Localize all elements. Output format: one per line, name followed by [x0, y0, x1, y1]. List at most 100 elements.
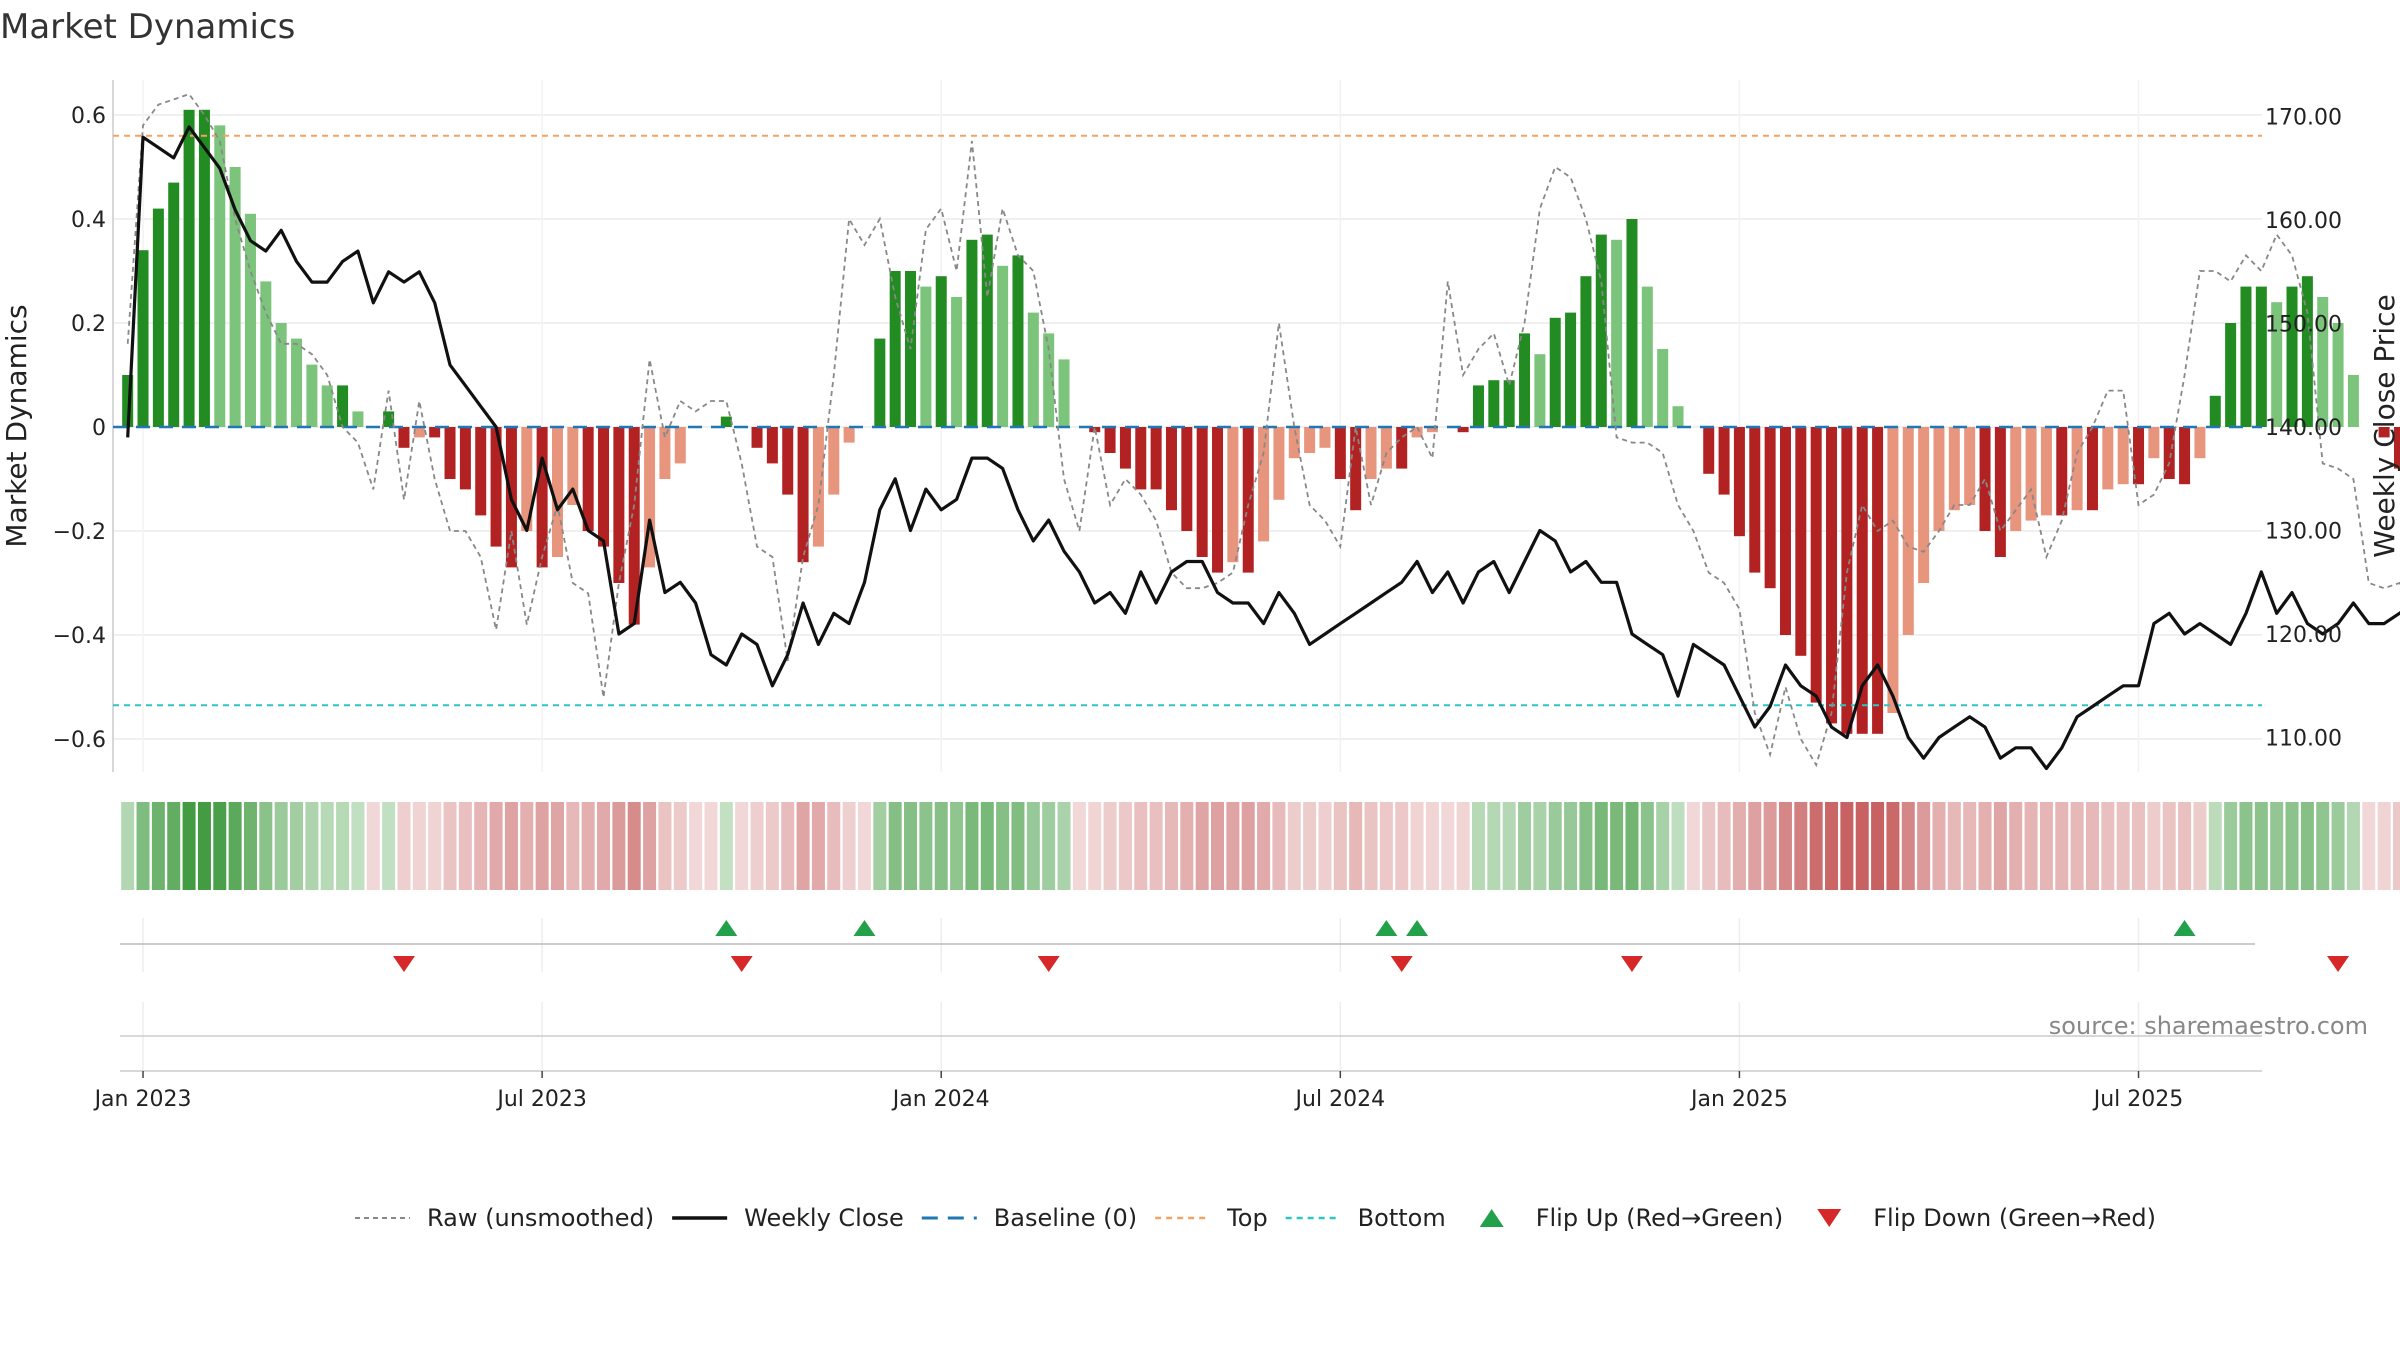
dynamics-bar	[337, 385, 349, 427]
heat-cell	[2009, 802, 2023, 890]
heat-cell	[1533, 802, 1547, 890]
heat-cell	[1993, 802, 2007, 890]
dynamics-bar	[1472, 385, 1484, 427]
heat-cell	[1978, 802, 1992, 890]
heat-cell	[919, 802, 933, 890]
heat-cell	[566, 802, 580, 890]
heat-cell	[612, 802, 626, 890]
dynamics-bar	[291, 338, 303, 427]
dynamics-bar	[2010, 427, 2022, 531]
dynamics-bar	[1948, 427, 1960, 511]
heat-cell	[412, 802, 426, 890]
heat-cell	[151, 802, 165, 890]
heat-cell	[1211, 802, 1225, 890]
heat-cell	[1809, 802, 1823, 890]
heat-cell	[2239, 802, 2253, 890]
left-axis-label: Market Dynamics	[0, 304, 33, 547]
dynamics-bar	[1411, 427, 1423, 438]
dynamics-bar	[444, 427, 456, 479]
dynamics-bar	[797, 427, 809, 563]
dynamics-bar	[1150, 427, 1162, 490]
dynamics-bar	[1304, 427, 1316, 453]
flip-down-marker	[1037, 956, 1060, 972]
dynamics-bar	[1396, 427, 1408, 469]
dynamics-bar	[521, 427, 533, 531]
dynamics-bar	[398, 427, 410, 448]
dynamics-bar	[2148, 427, 2160, 459]
dynamics-bar	[2194, 427, 2206, 459]
flip-up-marker	[853, 920, 876, 936]
chart-title: Market Dynamics	[0, 7, 295, 47]
dynamics-bar	[782, 427, 794, 495]
dynamics-bar	[1933, 427, 1945, 531]
flip-up-marker	[2173, 920, 2196, 936]
dynamics-bar	[352, 411, 364, 427]
heat-cell	[2300, 802, 2314, 890]
dynamics-bar	[2163, 427, 2175, 479]
dynamics-bar	[920, 286, 932, 427]
dynamics-bar	[2332, 323, 2344, 427]
date-tick-label: Jan 2024	[891, 1087, 990, 1112]
dynamics-bar	[2071, 427, 2083, 511]
heat-cell	[2024, 802, 2038, 890]
dynamics-bar	[2040, 427, 2052, 516]
dynamics-bar	[244, 213, 256, 427]
dynamics-bar	[1196, 427, 1208, 557]
right-tick-label: 120.00	[2265, 623, 2342, 648]
dynamics-bar	[2393, 427, 2400, 469]
heat-cell	[1134, 802, 1148, 890]
right-tick-label: 150.00	[2265, 313, 2342, 338]
heat-cell	[1026, 802, 1040, 890]
dynamics-bar	[2056, 427, 2068, 516]
heat-cell	[2039, 802, 2053, 890]
dynamics-bar	[1334, 427, 1346, 479]
right-tick-label: 160.00	[2265, 209, 2342, 234]
chart-legend: Raw (unsmoothed) Weekly Close Baseline (0)…	[355, 1204, 2156, 1232]
heat-cell	[643, 802, 657, 890]
dynamics-bars	[122, 109, 2400, 734]
heat-cell	[2085, 802, 2099, 890]
left-tick-label: −0.2	[53, 520, 106, 545]
heat-cell	[428, 802, 442, 890]
heat-cell	[366, 802, 380, 890]
legend-label: Weekly Close	[744, 1204, 904, 1232]
heat-cell	[1180, 802, 1194, 890]
dynamics-bar	[1519, 333, 1531, 427]
heat-cell	[996, 802, 1010, 890]
heat-cell	[1149, 802, 1163, 890]
dynamics-bar	[1534, 354, 1546, 427]
dynamics-bar	[1918, 427, 1930, 583]
heat-cell	[627, 802, 641, 890]
heat-cell	[796, 802, 810, 890]
heat-cell	[1349, 802, 1363, 890]
left-tick-label: −0.4	[53, 624, 106, 649]
dynamics-bar	[1979, 427, 1991, 531]
heat-cell	[2285, 802, 2299, 890]
date-axis-ticks: Jan 2023 Jul 2023 Jan 2024 Jul 2024 Jan 2025…	[93, 1071, 2183, 1112]
heat-cell	[1502, 802, 1516, 890]
regime-heat-strip	[121, 802, 2400, 890]
dynamics-bar	[598, 427, 610, 547]
dynamics-bar	[1565, 312, 1577, 427]
left-tick-label: 0.2	[71, 312, 106, 337]
legend-item-baseline: Baseline (0)	[921, 1204, 1137, 1232]
heat-cell	[1963, 802, 1977, 890]
heat-cell	[1947, 802, 1961, 890]
dynamics-bar	[1902, 427, 1914, 635]
heat-cell	[213, 802, 227, 890]
dynamics-bar	[2133, 427, 2145, 485]
heat-cell	[1763, 802, 1777, 890]
dynamics-bar	[751, 427, 763, 448]
left-axis-ticks: 0.6 0.4 0.2 0 −0.2 −0.4 −0.6	[53, 104, 106, 753]
date-tick-label: Jan 2025	[1689, 1087, 1788, 1112]
heat-cell	[1456, 802, 1470, 890]
heat-cell	[197, 802, 211, 890]
dynamics-bar	[2225, 323, 2237, 427]
heat-cell	[1871, 802, 1885, 890]
heat-cell	[320, 802, 334, 890]
legend-item-bottom: Bottom	[1285, 1204, 1446, 1232]
heat-cell	[1794, 802, 1808, 890]
heat-cell	[228, 802, 242, 890]
heat-cell	[243, 802, 257, 890]
heat-cell	[2132, 802, 2146, 890]
